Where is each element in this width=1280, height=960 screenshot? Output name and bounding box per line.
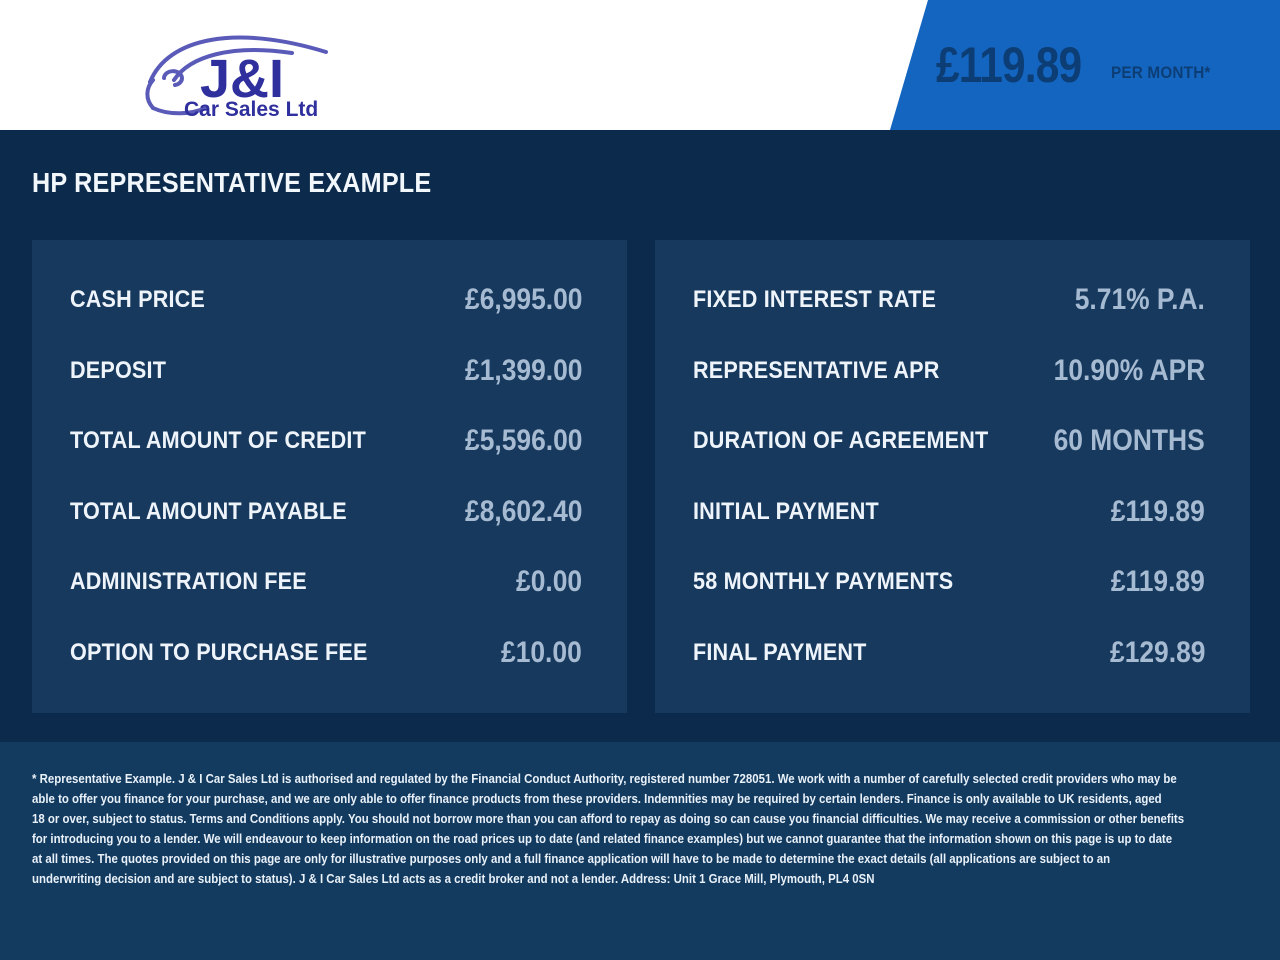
row-label: INITIAL PAYMENT <box>693 497 879 525</box>
row-label: CASH PRICE <box>70 286 206 314</box>
logo-subtitle: Car Sales Ltd <box>184 98 318 121</box>
finance-row: FINAL PAYMENT £129.89 <box>693 618 1205 689</box>
finance-row: DEPOSIT £1,399.00 <box>70 336 582 407</box>
row-label: FIXED INTEREST RATE <box>693 286 937 314</box>
finance-row: TOTAL AMOUNT OF CREDIT £5,596.00 <box>70 406 582 477</box>
row-value: 5.71% P.A. <box>1074 283 1205 317</box>
disclaimer-line: at all times. The quotes provided on thi… <box>32 851 1111 866</box>
row-value: £10.00 <box>501 635 582 669</box>
finance-panel-left: CASH PRICE £6,995.00 DEPOSIT £1,399.00 T… <box>32 240 627 713</box>
logo-title: J&I <box>200 49 284 109</box>
row-value: £129.89 <box>1109 635 1205 669</box>
disclaimer-line: 18 or over, subject to status. Terms and… <box>32 811 1185 826</box>
disclaimer-line: able to offer you finance for your purch… <box>32 791 1162 806</box>
row-label: OPTION TO PURCHASE FEE <box>70 638 368 666</box>
finance-row: INITIAL PAYMENT £119.89 <box>693 477 1205 548</box>
row-label: DEPOSIT <box>70 356 167 384</box>
finance-row: 58 MONTHLY PAYMENTS £119.89 <box>693 547 1205 618</box>
row-label: TOTAL AMOUNT PAYABLE <box>70 497 347 525</box>
price-suffix: PER MONTH* <box>1110 63 1211 82</box>
finance-panels: CASH PRICE £6,995.00 DEPOSIT £1,399.00 T… <box>32 240 1250 713</box>
finance-row: TOTAL AMOUNT PAYABLE £8,602.40 <box>70 477 582 548</box>
row-label: ADMINISTRATION FEE <box>70 568 307 596</box>
disclaimer: * Representative Example. J & I Car Sale… <box>0 742 1280 960</box>
finance-row: ADMINISTRATION FEE £0.00 <box>70 547 582 618</box>
row-label: TOTAL AMOUNT OF CREDIT <box>70 427 366 455</box>
finance-panel-right: FIXED INTEREST RATE 5.71% P.A. REPRESENT… <box>655 240 1250 713</box>
price-banner: £119.89 PER MONTH* <box>890 0 1280 130</box>
disclaimer-line: * Representative Example. J & I Car Sale… <box>32 771 1177 786</box>
car-logo-icon: J&I Car Sales Ltd <box>145 35 328 121</box>
finance-row: CASH PRICE £6,995.00 <box>70 265 582 336</box>
finance-row: REPRESENTATIVE APR 10.90% APR <box>693 336 1205 407</box>
row-value: 10.90% APR <box>1053 353 1205 387</box>
row-value: £8,602.40 <box>464 494 582 528</box>
row-value: £6,995.00 <box>464 283 582 317</box>
finance-row: DURATION OF AGREEMENT 60 MONTHS <box>693 406 1205 477</box>
row-value: 60 MONTHS <box>1053 424 1205 458</box>
row-label: 58 MONTHLY PAYMENTS <box>693 568 954 596</box>
header: J&I Car Sales Ltd £119.89 PER MONTH* <box>0 0 1280 130</box>
disclaimer-line: underwriting decision and are subject to… <box>32 871 875 886</box>
row-value: £119.89 <box>1111 494 1205 528</box>
row-value: £5,596.00 <box>464 424 582 458</box>
row-value: £1,399.00 <box>464 353 582 387</box>
page-title: HP REPRESENTATIVE EXAMPLE <box>32 167 432 198</box>
row-label: DURATION OF AGREEMENT <box>693 427 989 455</box>
row-label: FINAL PAYMENT <box>693 638 867 666</box>
disclaimer-line: for introducing you to a lender. We will… <box>32 831 1173 846</box>
finance-row: FIXED INTEREST RATE 5.71% P.A. <box>693 265 1205 336</box>
logo[interactable]: J&I Car Sales Ltd <box>140 20 350 122</box>
price-amount: £119.89 <box>936 37 1082 93</box>
finance-row: OPTION TO PURCHASE FEE £10.00 <box>70 618 582 689</box>
row-value: £119.89 <box>1111 565 1205 599</box>
row-value: £0.00 <box>515 565 582 599</box>
main-section: HP REPRESENTATIVE EXAMPLE CASH PRICE £6,… <box>0 130 1280 742</box>
row-label: REPRESENTATIVE APR <box>693 356 940 384</box>
